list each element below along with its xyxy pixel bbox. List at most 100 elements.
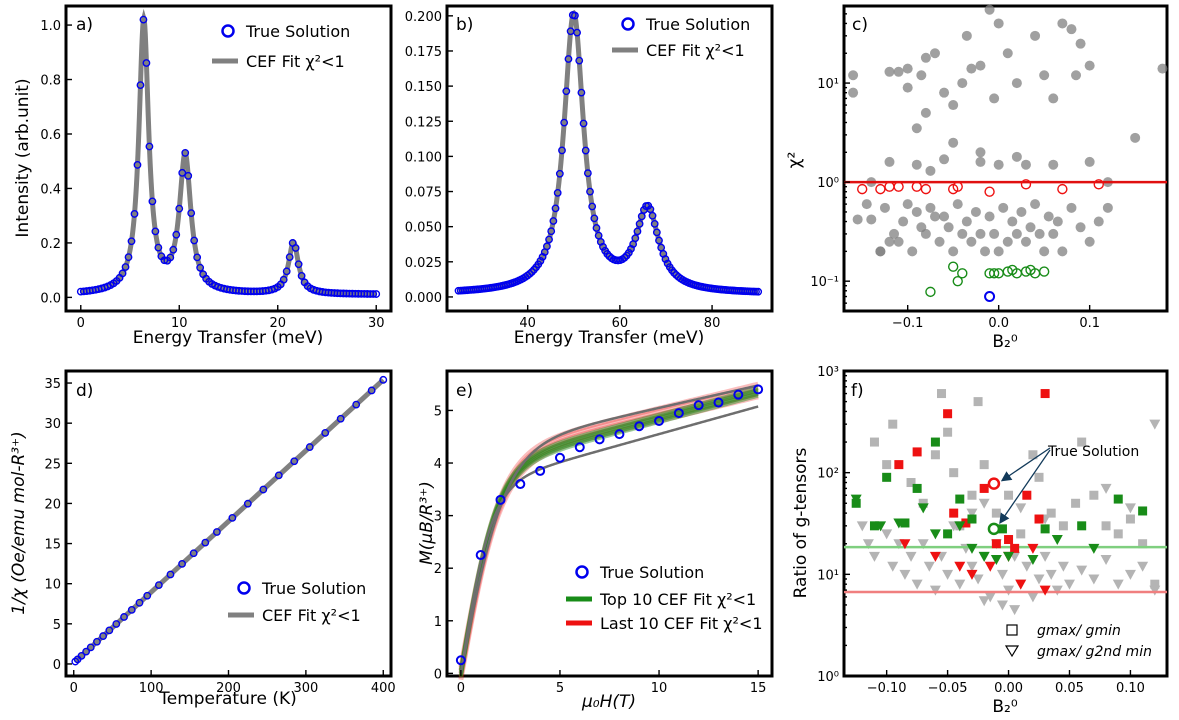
x-tick-label: 0.00 [994, 681, 1023, 696]
gray-point [920, 52, 931, 63]
gray-square [1016, 529, 1026, 539]
y-tick-label: 0.025 [405, 256, 442, 271]
gray-triangle [929, 585, 941, 596]
true-solution-point [145, 142, 154, 151]
gray-square [1138, 539, 1148, 549]
green-triangle [1003, 551, 1015, 562]
true-solution-point [581, 146, 590, 155]
panel-d-legend: True Solution CEF Fit χ²<1 [228, 579, 366, 625]
last10-fit-curve [458, 394, 759, 681]
panel-e-frame [445, 369, 774, 678]
y-tick-label: 0.175 [405, 45, 442, 60]
x-tick-label: −0.05 [928, 681, 968, 696]
red-square [1022, 490, 1032, 500]
gray-point [975, 156, 986, 167]
legend-square-marker [1006, 624, 1018, 636]
gray-point [1011, 151, 1022, 162]
gray-square [1125, 514, 1135, 524]
gray-point [861, 199, 872, 210]
true-solution-point [495, 494, 506, 505]
true-solution-point [193, 253, 202, 262]
green-triangle [954, 521, 966, 532]
panel-b-label: b) [456, 15, 473, 35]
true-solution-point [646, 205, 655, 214]
red-triangle [899, 539, 911, 550]
gray-point [989, 228, 1000, 239]
gray-square [930, 450, 940, 460]
last10-fit-curve [458, 384, 759, 671]
red-point [856, 183, 868, 195]
green-point [925, 286, 936, 298]
gray-point [961, 216, 972, 227]
gray-point [961, 30, 972, 41]
x-tick-label: 0.05 [1055, 681, 1084, 696]
gray-triangle [856, 521, 868, 532]
green-triangle [929, 529, 941, 540]
true-solution-point [555, 169, 564, 178]
panel-a-label: a) [76, 15, 93, 35]
true-solution-point [754, 287, 763, 296]
true-solution-point [624, 248, 633, 257]
green-triangle [966, 543, 978, 554]
green-point [957, 268, 968, 279]
y-tick-label: 0.8 [40, 74, 61, 89]
true-solution-point [379, 375, 388, 384]
legend-cef-fit: CEF Fit χ²<1 [262, 606, 361, 625]
true-solution-point [571, 11, 579, 20]
y-tick-label: 5 [434, 404, 442, 419]
gray-point [852, 214, 863, 225]
true-solution-point [282, 267, 291, 276]
gray-point [1057, 18, 1068, 29]
green-square [943, 529, 953, 539]
true-solution-point [189, 549, 198, 558]
legend-true-solution: True Solution [261, 579, 366, 598]
gray-point [957, 228, 968, 239]
gray-point [957, 78, 968, 89]
true-solution-point [120, 613, 128, 621]
true-solution-point [166, 253, 175, 262]
true-solution-point [143, 591, 152, 600]
green-point [1038, 266, 1050, 277]
gray-triangle [887, 561, 899, 572]
gray-square [1058, 521, 1068, 531]
green-triangle [1051, 535, 1063, 546]
green-point [947, 261, 959, 272]
gray-point [848, 87, 859, 98]
gray-point [1043, 211, 1054, 222]
legend-true-solution: True Solution [599, 563, 704, 582]
legend-cef-fit: CEF Fit χ²<1 [246, 52, 345, 71]
green-triangle [1088, 543, 1100, 554]
gray-square [888, 419, 898, 429]
green-triangle [893, 518, 905, 529]
top10-fit-curve [458, 388, 759, 672]
y-tick-label: 10⁰ [817, 670, 839, 685]
true-solution-point [560, 118, 569, 127]
true-solution-point [151, 227, 160, 236]
red-point [911, 181, 922, 192]
gray-triangle [966, 508, 978, 519]
gray-point [1052, 216, 1063, 227]
gray-square [1034, 472, 1044, 482]
gray-triangle [1063, 579, 1075, 590]
gray-point [925, 165, 936, 176]
true-solution-point [124, 253, 133, 262]
gray-triangle [1137, 561, 1149, 572]
green-square [900, 518, 910, 528]
true-solution-point [693, 400, 704, 411]
gray-point [993, 159, 1004, 170]
green-square [997, 524, 1007, 534]
panel-d-ylabel: 1/χ (Oe/emu mol-R³⁺) [9, 431, 29, 614]
y-tick-label: 10 [44, 578, 61, 593]
gray-point [939, 154, 950, 165]
x-tick-label: 200 [216, 681, 241, 696]
gray-triangle [1039, 551, 1051, 562]
gray-point [1130, 132, 1141, 143]
gray-point [875, 246, 886, 257]
gray-point [966, 236, 977, 247]
gray-point [1039, 70, 1050, 81]
true-solution-point [670, 268, 678, 277]
true-solution-point [648, 211, 657, 220]
gray-point [1020, 159, 1031, 170]
true-solution-point [654, 415, 665, 426]
true-solution-point [588, 202, 597, 211]
